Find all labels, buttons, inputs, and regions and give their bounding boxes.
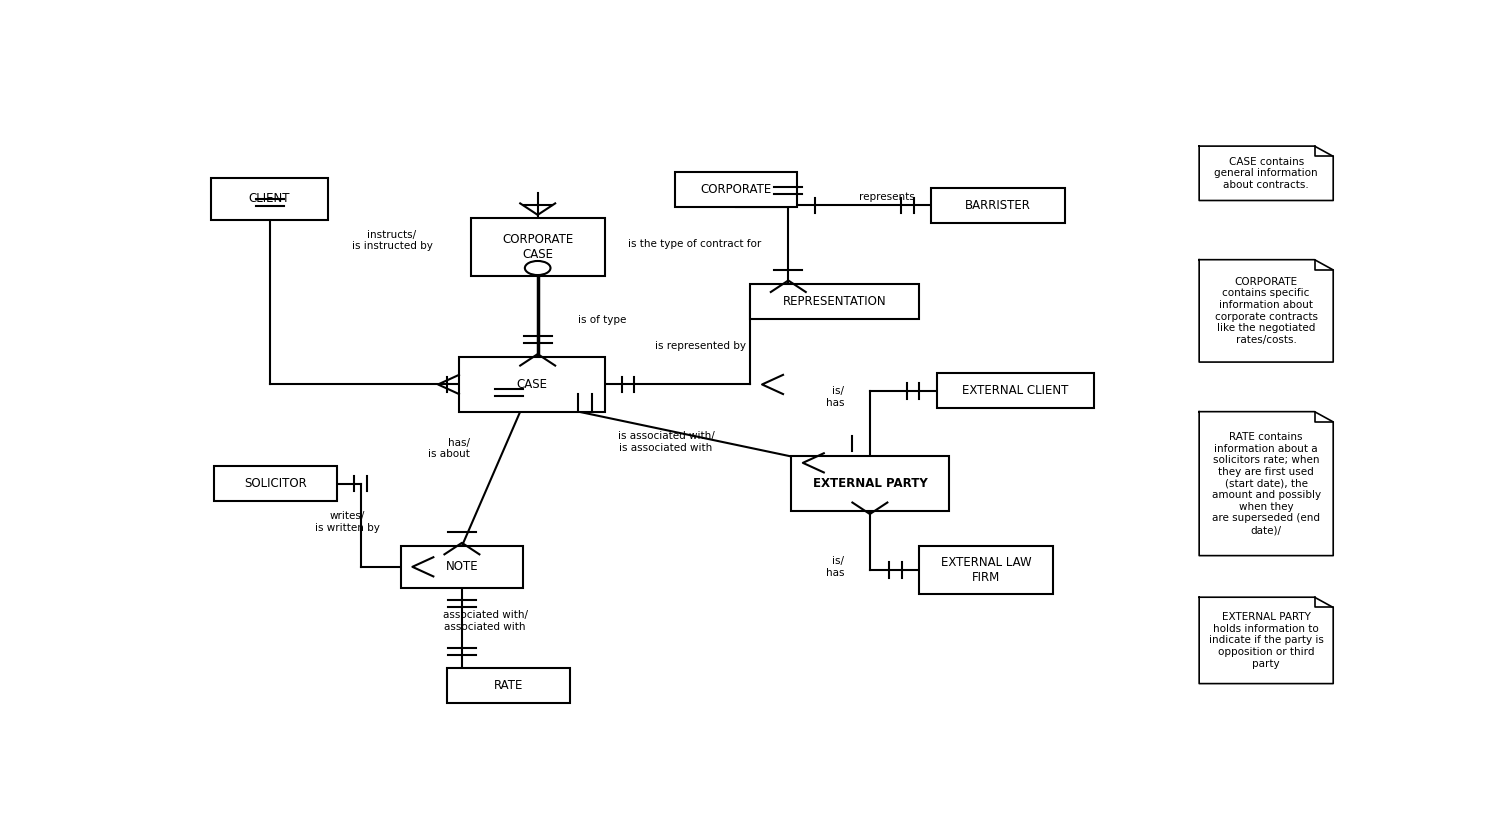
Text: is/
has: is/ has xyxy=(826,556,844,578)
Text: is of type: is of type xyxy=(579,316,627,326)
Bar xyxy=(459,357,605,411)
Text: CLIENT: CLIENT xyxy=(248,193,290,205)
Text: is/
has: is/ has xyxy=(826,386,844,408)
Bar xyxy=(214,466,337,501)
Polygon shape xyxy=(1199,146,1333,200)
Text: CORPORATE
CASE: CORPORATE CASE xyxy=(502,233,573,261)
Bar xyxy=(400,546,523,588)
Bar xyxy=(471,218,605,276)
Text: writes/
is written by: writes/ is written by xyxy=(316,511,381,533)
Text: CASE: CASE xyxy=(516,378,547,391)
Text: RATE contains
information about a
solicitors rate; when
they are first used
(sta: RATE contains information about a solici… xyxy=(1212,432,1321,535)
Bar xyxy=(937,373,1095,409)
Text: EXTERNAL CLIENT: EXTERNAL CLIENT xyxy=(963,385,1069,397)
Bar xyxy=(447,667,570,703)
Text: CASE contains
general information
about contracts.: CASE contains general information about … xyxy=(1214,157,1318,190)
Polygon shape xyxy=(1199,597,1333,684)
Text: BARRISTER: BARRISTER xyxy=(966,199,1032,212)
Bar xyxy=(750,283,919,319)
Bar xyxy=(931,188,1065,223)
Text: NOTE: NOTE xyxy=(445,560,478,573)
Text: has/
is about: has/ is about xyxy=(429,438,471,460)
Text: is represented by: is represented by xyxy=(656,341,746,351)
Text: instructs/
is instructed by: instructs/ is instructed by xyxy=(352,229,433,251)
Text: represents: represents xyxy=(859,192,916,202)
Text: CORPORATE
contains specific
information about
corporate contracts
like the negot: CORPORATE contains specific information … xyxy=(1215,277,1318,345)
Bar xyxy=(211,178,328,219)
Text: REPRESENTATION: REPRESENTATION xyxy=(784,295,887,307)
Text: EXTERNAL PARTY
holds information to
indicate if the party is
opposition or third: EXTERNAL PARTY holds information to indi… xyxy=(1209,612,1324,669)
Text: CORPORATE: CORPORATE xyxy=(701,183,772,196)
Text: EXTERNAL PARTY: EXTERNAL PARTY xyxy=(812,477,928,490)
Polygon shape xyxy=(1199,411,1333,556)
Text: EXTERNAL LAW
FIRM: EXTERNAL LAW FIRM xyxy=(942,556,1032,584)
Polygon shape xyxy=(1199,259,1333,362)
Text: is the type of contract for: is the type of contract for xyxy=(629,238,761,248)
Text: SOLICITOR: SOLICITOR xyxy=(244,477,307,490)
Bar xyxy=(919,546,1053,594)
Text: RATE: RATE xyxy=(493,679,523,691)
Text: associated with/
associated with: associated with/ associated with xyxy=(442,611,528,632)
Bar xyxy=(675,172,797,207)
Text: is associated with/
is associated with: is associated with/ is associated with xyxy=(618,431,714,453)
Bar xyxy=(791,456,949,511)
